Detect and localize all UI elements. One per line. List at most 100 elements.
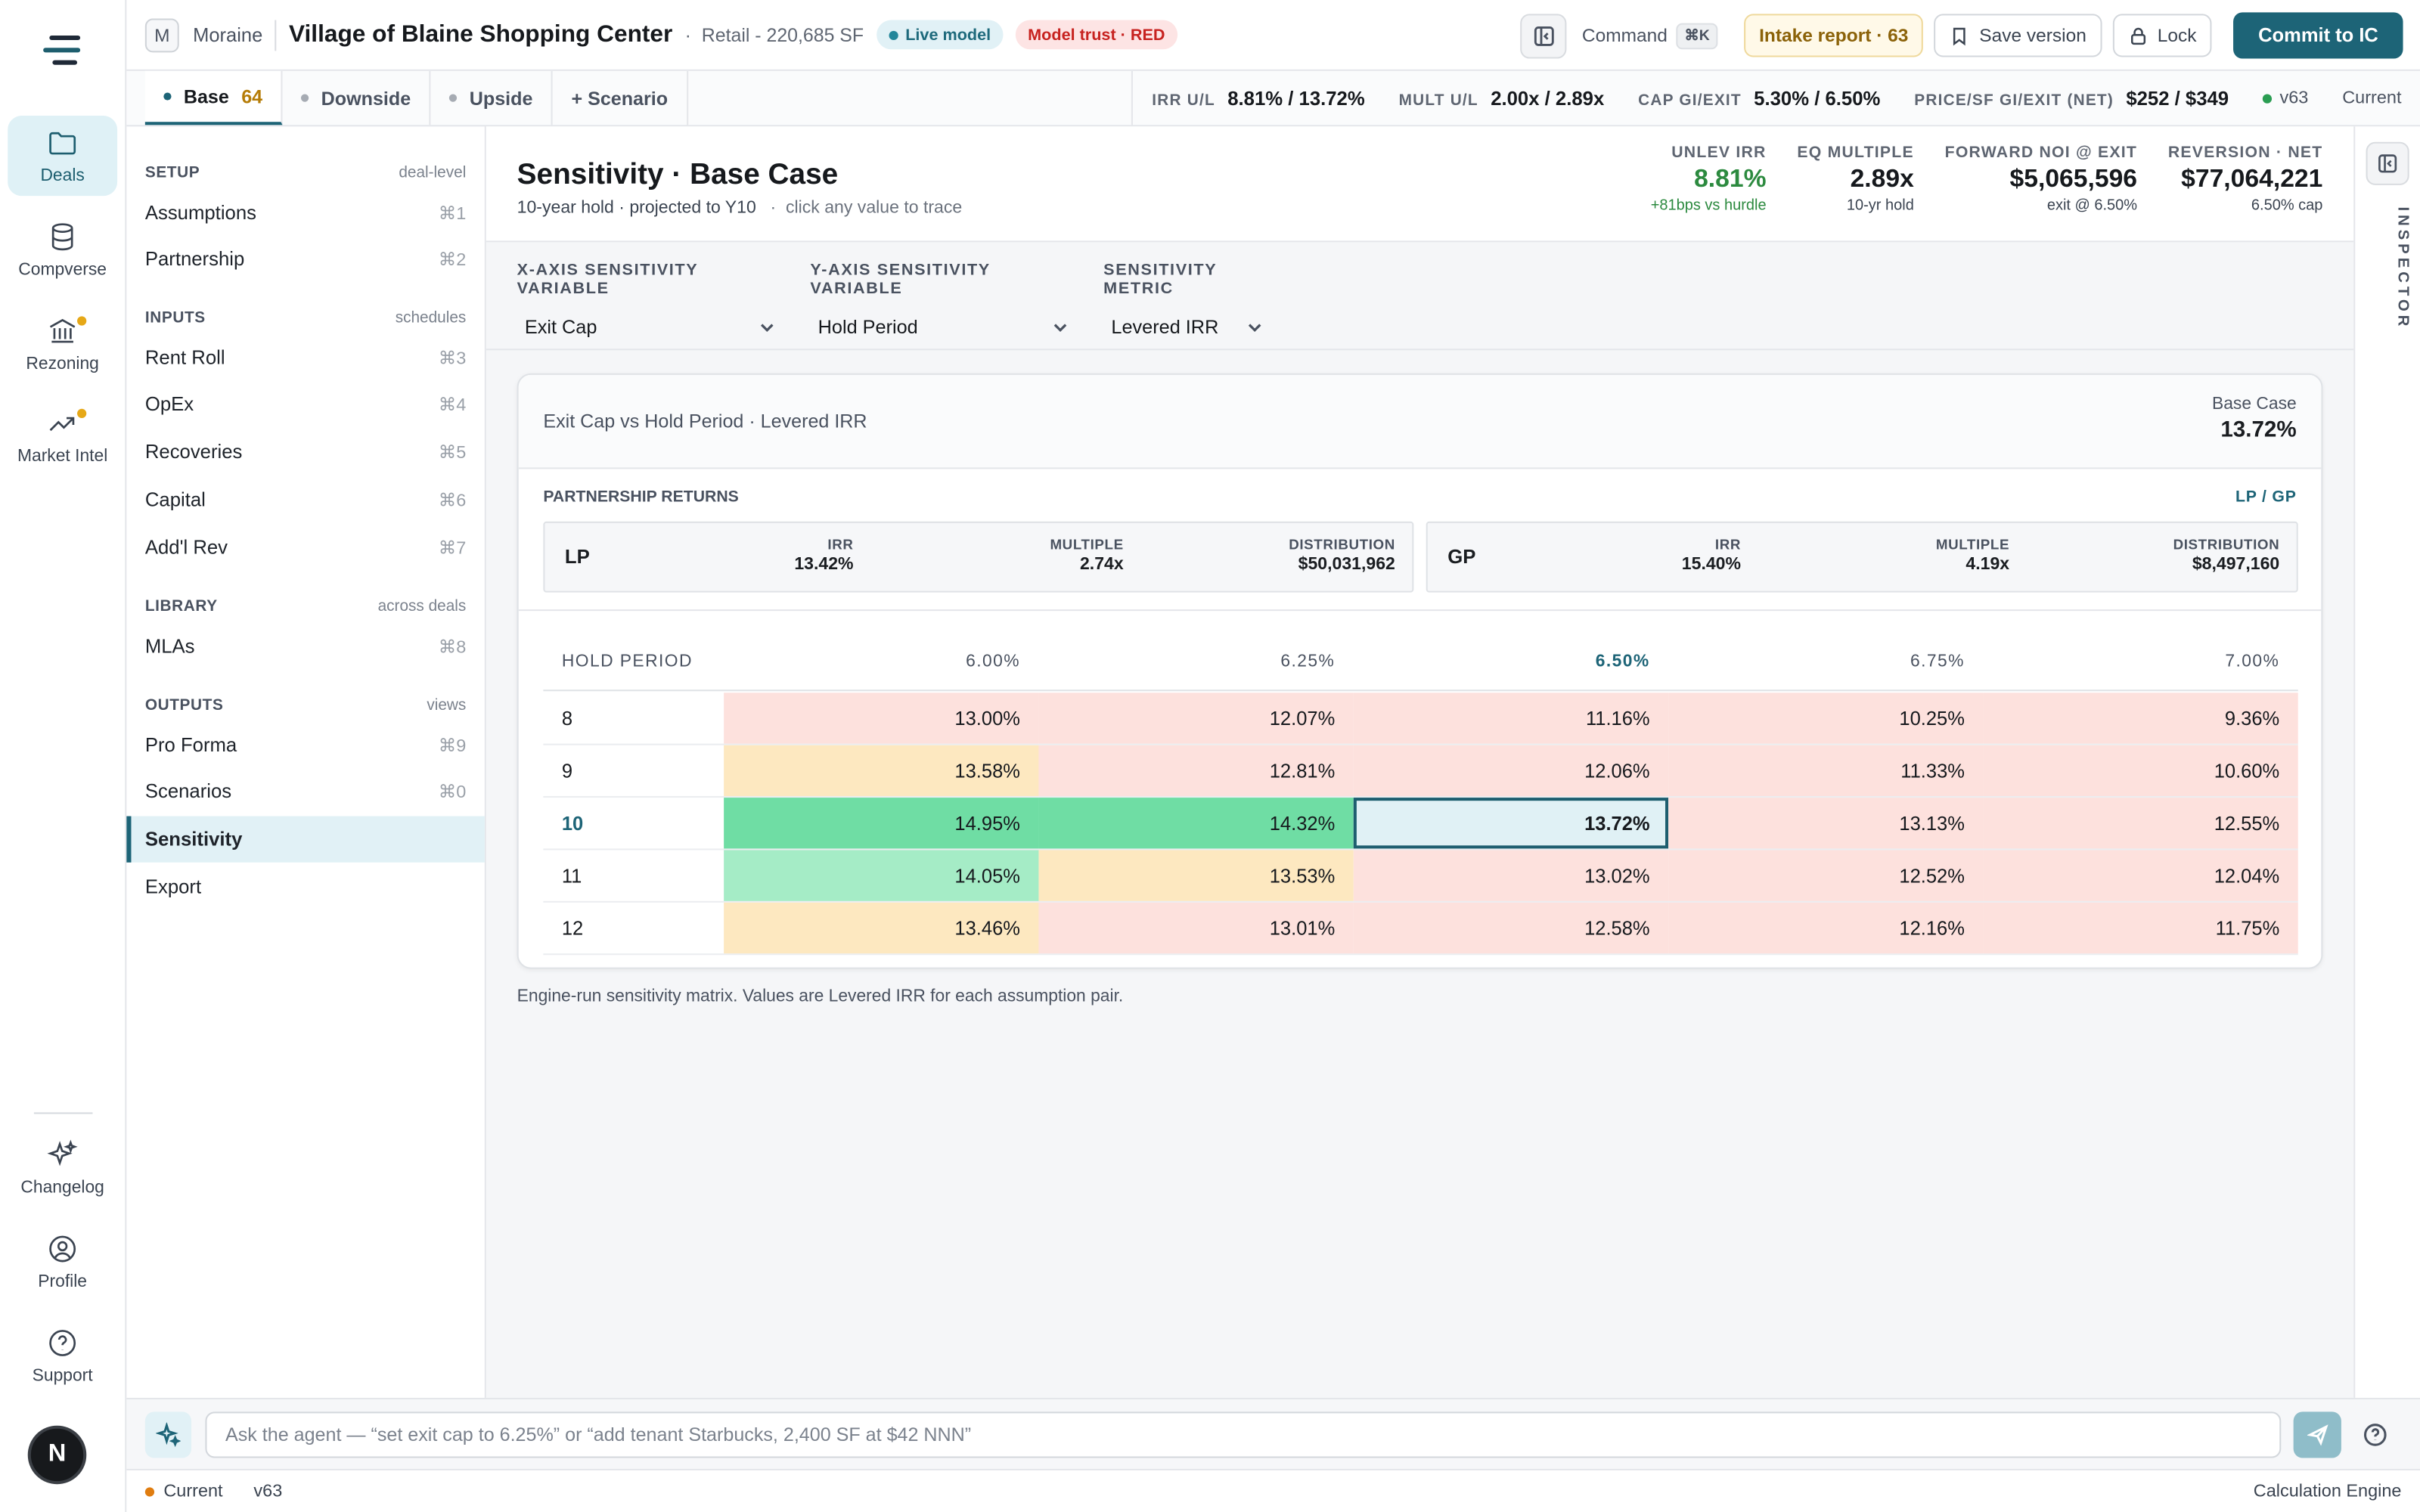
matrix-cell[interactable]: 13.01% [1038, 902, 1354, 954]
rail-item-profile[interactable]: Profile [8, 1222, 117, 1302]
sidebar-item-label: Scenarios [144, 780, 232, 803]
matrix-cell[interactable]: 13.02% [1353, 850, 1669, 901]
help-button[interactable] [2363, 1423, 2387, 1448]
sidebar-item-partnership[interactable]: Partnership ⌘2 [126, 236, 484, 282]
sidebar-item-rent-roll[interactable]: Rent Roll ⌘3 [126, 335, 484, 381]
rail-item-market-intel[interactable]: Market Intel [8, 396, 117, 476]
matrix-cell[interactable]: 13.13% [1668, 798, 1984, 849]
matrix-cell[interactable]: 12.07% [1038, 692, 1354, 744]
kpi-value: 8.81% [1694, 165, 1767, 194]
status-bar: Current v63 Calculation Engine [126, 1468, 2420, 1512]
agent-sparkle-button[interactable] [144, 1411, 192, 1458]
user-avatar[interactable]: N [27, 1425, 87, 1485]
lp-distribution: DISTRIBUTION $50,031,962 [1289, 537, 1395, 574]
row-label: 9 [561, 760, 573, 782]
rail-item-compverse[interactable]: Compverse [8, 210, 117, 290]
kpi-strip: UNLEV IRR 8.81% +81bps vs hurdle EQ MULTIP… [1651, 145, 2323, 215]
app-logo[interactable] [43, 34, 83, 71]
rail-item-support[interactable]: Support [8, 1316, 117, 1396]
sidebar-item-export[interactable]: Export [126, 864, 484, 910]
rail-item-rezoning[interactable]: Rezoning [8, 304, 117, 384]
matrix-cell[interactable]: 12.16% [1668, 902, 1984, 954]
matrix-cell[interactable]: 11.16% [1353, 692, 1669, 744]
sidebar-item-opex[interactable]: OpEx ⌘4 [126, 381, 484, 427]
sidebar-item-label: Partnership [144, 248, 245, 271]
matrix-cell[interactable]: 10.60% [1983, 745, 2298, 797]
sidebar-item-capital[interactable]: Capital ⌘6 [126, 477, 484, 523]
sidebar-item-shortcut: ⌘2 [438, 251, 467, 271]
matrix-cell[interactable]: 11.75% [1983, 902, 2298, 954]
send-button[interactable] [2293, 1411, 2341, 1458]
matrix-cell[interactable]: 9.36% [1983, 692, 2298, 744]
sidebar-item-assumptions[interactable]: Assumptions ⌘1 [126, 190, 484, 236]
matrix-cell[interactable]: 13.72% [1353, 798, 1669, 849]
matrix-cell[interactable]: 12.04% [1983, 850, 2298, 901]
metric-control: SENSITIVITY METRIC Levered IRR [1103, 261, 1264, 338]
matrix-cell[interactable]: 13.46% [724, 902, 1039, 954]
sidebar-item-recoveries[interactable]: Recoveries ⌘5 [126, 429, 484, 475]
lock-label: Lock [2157, 24, 2197, 47]
matrix-cell[interactable]: 14.32% [1038, 798, 1354, 849]
agent-input[interactable] [205, 1411, 2282, 1458]
help-circle-icon [49, 1330, 76, 1356]
matrix-cell[interactable]: 12.81% [1038, 745, 1354, 797]
lock-button[interactable]: Lock [2112, 14, 2212, 57]
matrix-cell[interactable]: 12.58% [1353, 902, 1669, 954]
send-icon [2306, 1424, 2328, 1446]
kpi-reversion: REVERSION · NET $77,064,221 6.50% cap [2168, 145, 2323, 215]
metric-select[interactable]: Levered IRR [1103, 316, 1264, 338]
x-axis-select[interactable]: Exit Cap [517, 316, 777, 338]
deal-title: Village of Blaine Shopping Center [288, 20, 673, 48]
inspector-toggle-button[interactable] [2366, 141, 2409, 185]
toggle-panel-button[interactable] [1520, 13, 1567, 58]
org-name[interactable]: Moraine [193, 23, 263, 46]
tab-label: Downside [321, 87, 411, 109]
section-name: INPUTS [144, 310, 206, 327]
partnership-legend[interactable]: LP / GP [2235, 488, 2297, 507]
y-axis-select[interactable]: Hold Period [810, 316, 1069, 338]
tab-base[interactable]: Base 64 [144, 70, 283, 125]
col-header: 6.25% [1280, 652, 1336, 671]
model-trust-badge[interactable]: Model trust · RED [1015, 20, 1177, 50]
stat-value: 15.40% [1681, 555, 1742, 575]
sidebar-item-addl-rev[interactable]: Add'l Rev ⌘7 [126, 525, 484, 571]
intake-report-button[interactable]: Intake report · 63 [1743, 14, 1924, 57]
metric-mult: MULT U/L 2.00x / 2.89x [1399, 87, 1605, 109]
trace-hint: click any value to trace [785, 199, 963, 218]
base-case-value: 13.72% [2220, 418, 2297, 443]
tab-dot [449, 94, 458, 102]
matrix-cell[interactable]: 14.05% [724, 850, 1039, 901]
matrix-cell[interactable]: 12.52% [1668, 850, 1984, 901]
matrix-cell[interactable]: 10.25% [1668, 692, 1984, 744]
matrix-cell[interactable]: 13.58% [724, 745, 1039, 797]
matrix-cell[interactable]: 12.55% [1983, 798, 2298, 849]
rail-item-changelog[interactable]: Changelog [8, 1128, 117, 1208]
sidebar-item-scenarios[interactable]: Scenarios ⌘0 [126, 768, 484, 814]
matrix-cell[interactable]: 13.00% [724, 692, 1039, 744]
commit-to-ic-button[interactable]: Commit to IC [2233, 12, 2403, 59]
command-button[interactable]: Command ⌘K [1582, 22, 1717, 49]
rail-item-deals[interactable]: Deals [8, 116, 118, 197]
kpi-value: $5,065,596 [2009, 165, 2138, 194]
version-indicator[interactable]: v63 [2263, 88, 2308, 107]
gp-irr: IRR 15.40% [1682, 537, 1741, 574]
sidebar-item-pro-forma[interactable]: Pro Forma ⌘9 [126, 722, 484, 768]
sidebar-item-sensitivity[interactable]: Sensitivity [126, 816, 485, 863]
section-sub: schedules [395, 310, 467, 327]
save-version-button[interactable]: Save version [1934, 14, 2102, 57]
deal-meta: · Retail - 220,685 SF [684, 23, 864, 46]
matrix-cell[interactable]: 14.95% [724, 798, 1039, 849]
partnership-heading: PARTNERSHIP RETURNS [543, 488, 739, 507]
matrix-cell[interactable]: 13.53% [1038, 850, 1354, 901]
matrix-cell[interactable]: 11.33% [1668, 745, 1984, 797]
sidebar-item-mlas[interactable]: MLAs ⌘8 [126, 623, 484, 669]
tab-downside[interactable]: Downside [283, 70, 431, 125]
add-scenario-button[interactable]: + Scenario [553, 70, 688, 125]
matrix-cell[interactable]: 12.06% [1353, 745, 1669, 797]
tab-upside[interactable]: Upside [431, 70, 553, 125]
col-header: 7.00% [2225, 652, 2280, 671]
rail-label: Changelog [20, 1179, 104, 1198]
sidebar-item-shortcut: ⌘0 [438, 783, 467, 803]
org-badge[interactable]: M [144, 17, 179, 52]
